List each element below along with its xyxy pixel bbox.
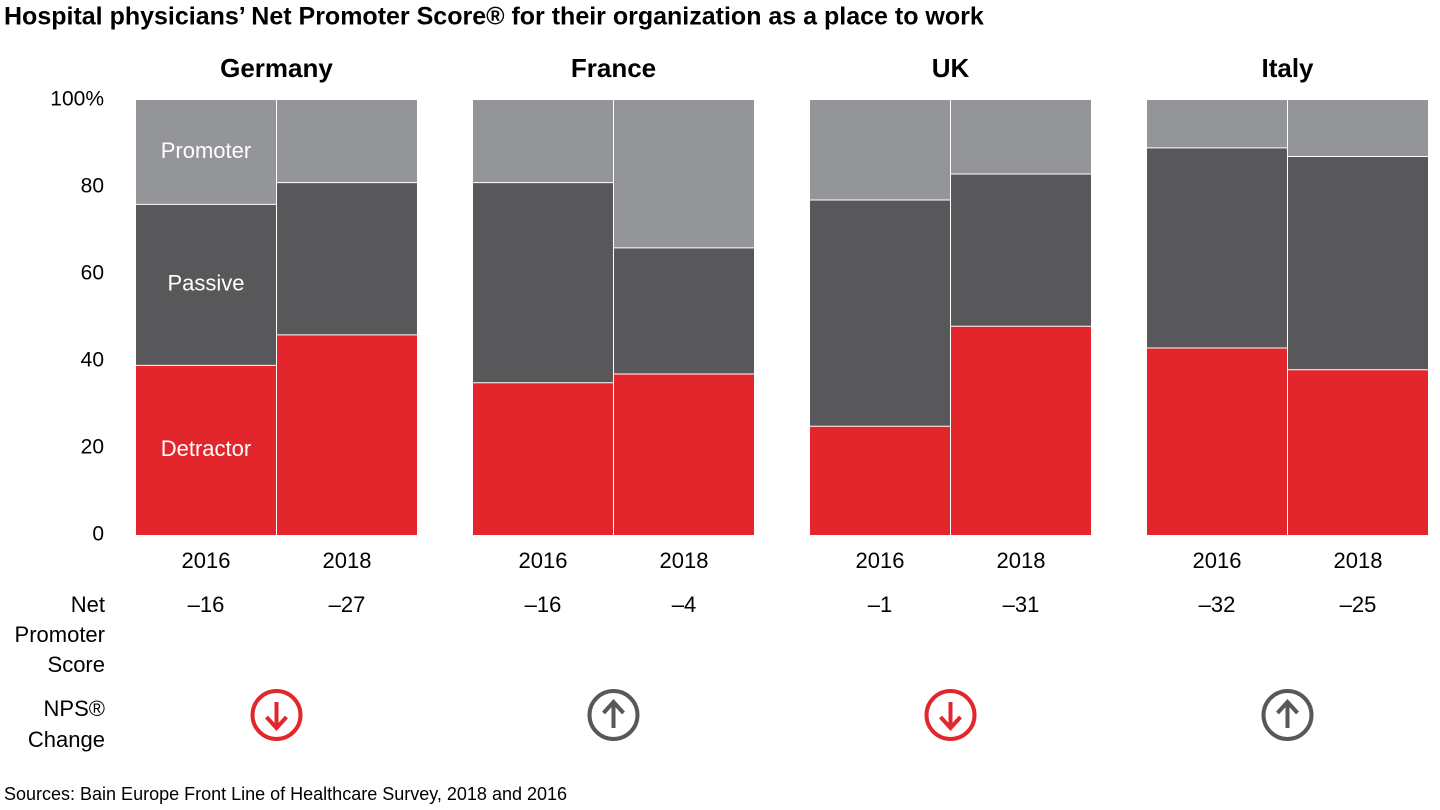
row-label: NPS®: [44, 696, 105, 721]
icon-circle: [1261, 689, 1314, 741]
bar-segment: [277, 334, 417, 535]
bar-segment: [614, 374, 754, 535]
bar-segment: [136, 204, 276, 366]
bar-segment: [951, 326, 1091, 535]
y-tick-label: 20: [81, 436, 104, 459]
chart-title: Hospital physicians’ Net Promoter Score®…: [4, 3, 984, 31]
x-tick-label: 2018: [997, 548, 1046, 573]
bar-segment: [277, 100, 417, 183]
row-label: Promoter: [15, 622, 105, 647]
row-label: Score: [48, 652, 105, 677]
icon-head: [939, 715, 962, 731]
segment-label: Promoter: [161, 138, 251, 163]
bar-segment: [1147, 100, 1287, 148]
x-tick-label: 2016: [519, 548, 568, 573]
nps-value: –16: [188, 592, 225, 617]
bar-segment: [951, 173, 1091, 327]
panel-title: UK: [932, 53, 970, 83]
x-tick-label: 2018: [323, 548, 372, 573]
row-label: Change: [28, 727, 105, 752]
bar-segment: [473, 182, 613, 383]
panel-title: Germany: [220, 53, 333, 83]
icon-circle: [924, 689, 977, 741]
bar-segment: [136, 100, 276, 205]
bar-segment: [951, 100, 1091, 174]
x-tick-label: 2016: [182, 548, 231, 573]
bar-segment: [614, 247, 754, 375]
bar-segment: [810, 100, 950, 201]
nps-change-icon: [924, 689, 977, 741]
x-tick-label: 2016: [856, 548, 905, 573]
panel-title: France: [571, 53, 656, 83]
nps-value: –31: [1003, 592, 1040, 617]
bar-segment: [1147, 347, 1287, 535]
bar-segment: [473, 100, 613, 183]
icon-head: [602, 699, 625, 715]
nps-value: –1: [868, 592, 892, 617]
source-note: Sources: Bain Europe Front Line of Healt…: [4, 784, 567, 804]
bar-segment: [473, 382, 613, 535]
bar-segment: [614, 100, 754, 248]
bar-segment: [136, 365, 276, 535]
nps-value: –4: [672, 592, 696, 617]
nps-change-icon: [1261, 689, 1314, 741]
nps-value: –32: [1199, 592, 1236, 617]
x-tick-label: 2018: [1334, 548, 1383, 573]
bar-segment: [810, 200, 950, 427]
bar-segment: [1147, 147, 1287, 348]
icon-circle: [250, 689, 303, 741]
icon-circle: [587, 689, 640, 741]
icon-head: [265, 715, 288, 731]
bar-segment: [1288, 100, 1428, 157]
segment-label: Detractor: [161, 436, 251, 461]
nps-value: –27: [329, 592, 366, 617]
y-tick-label: 40: [81, 349, 104, 372]
y-tick-label: 60: [81, 262, 104, 285]
panel-title: Italy: [1261, 53, 1314, 83]
x-tick-label: 2018: [660, 548, 709, 573]
segment-label: Passive: [167, 271, 244, 296]
nps-change-icon: [587, 689, 640, 741]
y-tick-label: 80: [81, 175, 104, 198]
nps-change-icon: [250, 689, 303, 741]
bar-segment: [810, 426, 950, 535]
bar-segment: [1288, 369, 1428, 535]
nps-value: –25: [1340, 592, 1377, 617]
x-tick-label: 2016: [1193, 548, 1242, 573]
y-tick-label: 0: [92, 523, 104, 546]
bar-segment: [277, 182, 417, 335]
y-tick-label: 100%: [50, 88, 104, 111]
icon-head: [1276, 699, 1299, 715]
row-label: Net: [71, 592, 105, 617]
nps-value: –16: [525, 592, 562, 617]
bar-segment: [1288, 156, 1428, 370]
